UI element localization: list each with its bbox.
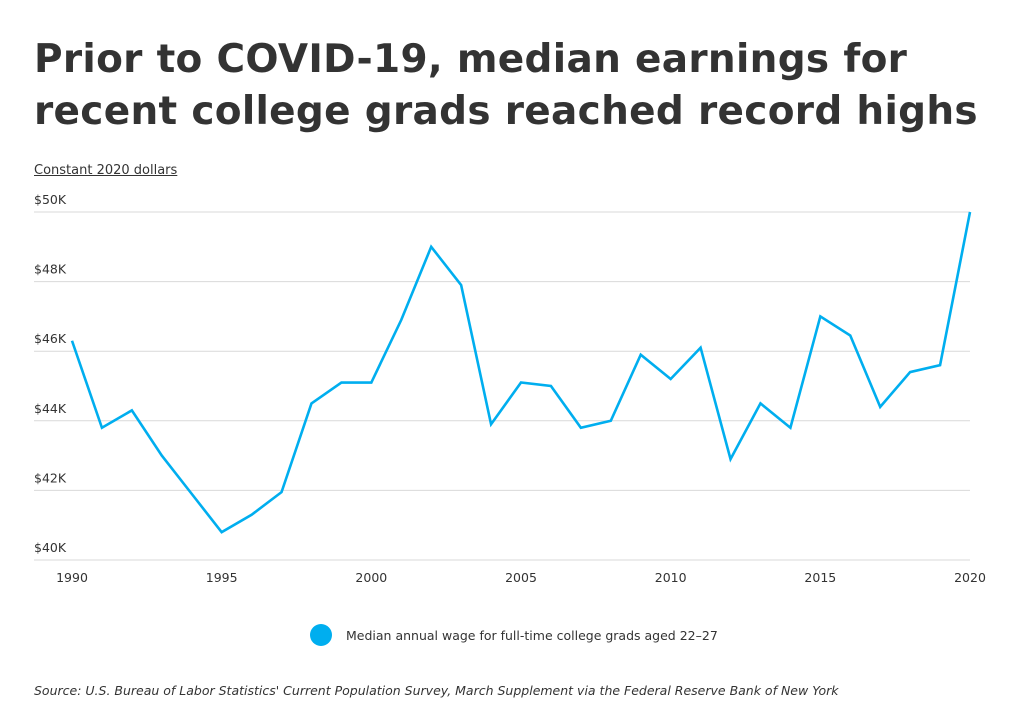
y-tick-label: $46K xyxy=(34,331,67,346)
y-tick-label: $48K xyxy=(34,262,67,277)
x-tick-label: 2010 xyxy=(655,570,687,585)
y-tick-label: $50K xyxy=(34,192,67,207)
y-axis-label: Constant 2020 dollars xyxy=(34,163,178,178)
y-tick-label: $42K xyxy=(34,470,67,485)
x-tick-label: 2000 xyxy=(355,570,387,585)
source-note: Source: U.S. Bureau of Labor Statistics'… xyxy=(34,683,839,698)
y-tick-label: $40K xyxy=(34,540,67,555)
legend: Median annual wage for full-time college… xyxy=(310,624,718,646)
x-tick-label: 1995 xyxy=(206,570,238,585)
x-tick-label: 2020 xyxy=(954,570,986,585)
x-tick-label: 2005 xyxy=(505,570,537,585)
y-tick-label: $44K xyxy=(34,401,67,416)
x-tick-label: 2015 xyxy=(804,570,836,585)
line-chart: $40K $42K $44K $46K $48K $50K 1990 1995 2000 2005… xyxy=(34,192,986,585)
chart-title: Prior to COVID-19, median earnings for r… xyxy=(34,37,978,134)
legend-label: Median annual wage for full-time college… xyxy=(346,627,718,643)
x-tick-label: 1990 xyxy=(56,570,88,585)
legend-swatch xyxy=(310,624,332,646)
series-line xyxy=(70,211,972,534)
